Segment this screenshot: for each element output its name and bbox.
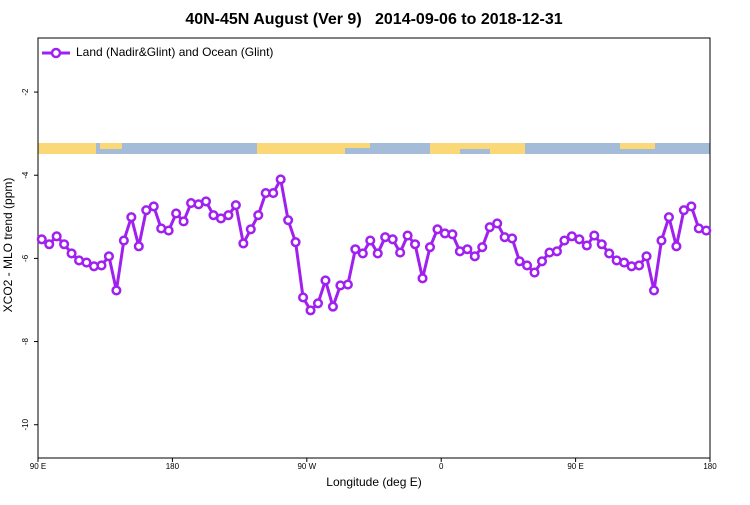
data-point — [514, 256, 525, 267]
data-point — [290, 237, 301, 248]
data-point — [559, 235, 570, 246]
chart-title: 40N-45N August (Ver 9) 2014-09-06 to 201… — [185, 11, 562, 28]
y-tick-label: -6 — [21, 254, 30, 262]
y-tick-label: -4 — [21, 171, 30, 179]
data-point — [275, 174, 286, 185]
data-point — [223, 210, 234, 221]
data-point — [148, 201, 159, 212]
data-point — [402, 230, 413, 241]
data-point — [126, 212, 137, 223]
data-point — [641, 251, 652, 262]
data-point — [103, 251, 114, 262]
data-point — [477, 242, 488, 253]
data-point — [589, 230, 600, 241]
data-point — [305, 305, 316, 316]
data-point — [492, 218, 503, 229]
x-tick-label: 180 — [703, 462, 717, 471]
legend-label: Land (Nadir&Glint) and Ocean (Glint) — [76, 45, 273, 59]
data-point — [283, 215, 294, 226]
data-point — [551, 246, 562, 257]
data-point — [581, 240, 592, 251]
data-point — [327, 301, 338, 312]
data-point — [253, 210, 264, 221]
y-tick-label: -10 — [21, 418, 30, 430]
data-point — [410, 239, 421, 250]
data-point — [417, 273, 428, 284]
data-point — [66, 248, 77, 259]
data-point — [51, 231, 62, 242]
y-axis-label: XCO2 - MLO trend (ppm) — [1, 178, 15, 313]
data-point — [36, 234, 47, 245]
data-point — [663, 212, 674, 223]
data-point — [536, 256, 548, 267]
x-tick-label: 90 W — [297, 462, 316, 471]
data-point — [604, 248, 615, 259]
data-point — [245, 224, 256, 235]
data-point — [268, 188, 279, 199]
data-point — [656, 235, 667, 246]
data-point — [529, 267, 540, 278]
data-point — [312, 298, 324, 309]
data-point — [671, 241, 682, 252]
data-point — [432, 224, 443, 235]
data-point — [81, 257, 92, 268]
data-point — [596, 239, 607, 250]
data-point — [238, 238, 249, 249]
legend-marker — [50, 47, 62, 59]
data-point — [171, 208, 182, 219]
data-point — [163, 225, 174, 236]
data-point — [133, 241, 144, 252]
data-point — [469, 251, 480, 262]
x-axis-label: Longitude (deg E) — [326, 475, 421, 489]
data-point — [634, 260, 645, 271]
data-point — [111, 285, 122, 296]
data-point — [320, 275, 331, 286]
data-point — [350, 244, 361, 255]
data-point — [342, 279, 353, 290]
data-point — [365, 235, 376, 246]
data-point — [230, 200, 241, 211]
data-point — [298, 292, 309, 303]
data-point — [59, 239, 70, 250]
data-point — [686, 201, 697, 212]
y-tick-label: -8 — [21, 337, 30, 345]
x-tick-label: 180 — [166, 462, 180, 471]
data-point — [118, 235, 129, 246]
data-point — [447, 229, 458, 240]
data-point — [178, 216, 189, 227]
x-tick-label: 90 E — [30, 462, 46, 471]
land-ocean-strip — [38, 143, 710, 154]
data-point — [357, 248, 368, 259]
data-point — [462, 244, 473, 255]
data-point — [648, 285, 660, 296]
data-point — [424, 242, 436, 253]
y-tick-label: -2 — [21, 88, 30, 96]
data-point — [372, 248, 383, 259]
data-point — [701, 225, 712, 236]
data-point — [387, 234, 398, 245]
data-point — [619, 257, 630, 268]
data-point — [96, 260, 107, 271]
data-point — [574, 234, 585, 245]
data-point — [200, 196, 212, 207]
data-point — [522, 260, 533, 271]
legend: Land (Nadir&Glint) and Ocean (Glint) — [42, 45, 273, 59]
data-point — [141, 205, 152, 216]
x-tick-label: 0 — [439, 462, 444, 471]
data-point — [507, 233, 518, 244]
data-point — [395, 247, 406, 258]
data-point — [678, 205, 689, 216]
data-point — [44, 239, 55, 250]
data-point — [484, 222, 495, 233]
x-tick-label: 90 E — [567, 462, 583, 471]
plot-frame — [37, 37, 711, 459]
